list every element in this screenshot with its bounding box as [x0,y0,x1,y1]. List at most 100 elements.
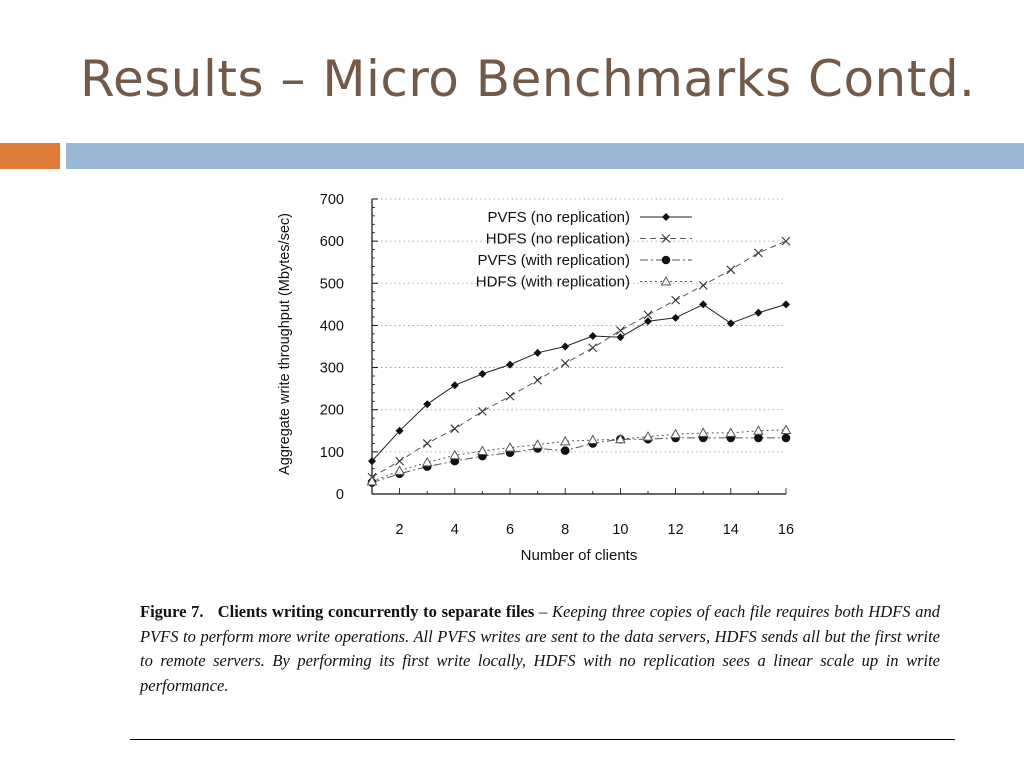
y-tick-label-500: 500 [320,276,344,292]
data-point-hdfs-with-replication-3 [421,456,433,467]
data-point-hdfs-no-replication-5 [478,407,487,416]
legend-marker-hdfs-with-replication [660,275,672,286]
x-tick-label-8: 8 [561,522,569,538]
x-tick-label-6: 6 [506,522,514,538]
data-point-hdfs-with-replication-14 [725,427,737,437]
data-point-pvfs-with-replication-15 [754,433,763,443]
throughput-chart: 0 100 200 300 400 500 600 700 2 4 6 8 10 12 14 16 PVFS … [277,192,794,564]
legend-marker-pvfs-no-replication [662,213,670,221]
legend-item-pvfs-with-replication: PVFS (with replication) [477,252,692,269]
data-point-hdfs-no-replication-15 [754,248,763,258]
y-tick-label-100: 100 [320,445,344,461]
data-point-hdfs-no-replication-14 [726,265,736,275]
caption-figure-title: Clients writing concurrently to separate… [217,602,535,621]
legend-item-pvfs-no-replication: PVFS (no replication) [487,209,692,226]
y-tick-label-200: 200 [320,403,344,419]
data-point-hdfs-with-replication-15 [753,425,764,435]
data-point-hdfs-no-replication-6 [505,391,515,401]
x-tick-label-2: 2 [396,522,404,538]
data-point-hdfs-with-replication-13 [697,427,709,437]
series-line-hdfs-no-replication [371,240,787,478]
figure-caption: Figure 7. Clients writing concurrently t… [140,600,940,698]
data-point-pvfs-no-replication-3 [423,400,432,409]
x-tick-label-4: 4 [451,522,459,538]
data-point-hdfs-no-replication-11 [643,310,653,320]
x-tick-label-14: 14 [723,522,739,538]
bottom-divider [130,739,955,740]
data-point-pvfs-no-replication-16 [782,300,790,309]
series [366,236,792,487]
series-pvfs-no-replication [368,300,790,466]
data-point-hdfs-no-replication-13 [698,281,708,290]
data-point-hdfs-with-replication-6 [504,442,516,452]
data-point-pvfs-no-replication-4 [450,381,459,390]
y-tick-label-400: 400 [320,318,344,334]
legend-marker-pvfs-with-replication [661,255,671,265]
data-point-hdfs-with-replication-11 [642,431,654,441]
legend-item-hdfs-with-replication: HDFS (with replication) [476,274,692,291]
slide-title: Results – Micro Benchmarks Contd. [80,50,976,108]
legend-item-hdfs-no-replication: HDFS (no replication) [486,231,692,248]
data-point-hdfs-with-replication-7 [532,439,543,449]
data-point-hdfs-with-replication-9 [587,434,599,445]
series-line-pvfs-with-replication [371,437,786,484]
data-point-hdfs-no-replication-8 [560,358,570,368]
data-point-hdfs-with-replication-10 [615,433,626,444]
data-point-pvfs-no-replication-5 [478,369,487,378]
legend: PVFS (no replication) HDFS (no replicatio… [476,209,692,291]
data-point-pvfs-no-replication-7 [533,348,542,357]
legend-label-hdfs-with-replication: HDFS (with replication) [476,274,630,291]
series-hdfs-no-replication [367,236,791,482]
legend-label-pvfs-with-replication: PVFS (with replication) [477,252,630,269]
data-point-pvfs-no-replication-8 [561,342,570,351]
data-point-hdfs-with-replication-12 [670,428,681,439]
data-point-hdfs-with-replication-2 [394,465,405,475]
x-tick-label-12: 12 [668,522,684,538]
data-point-pvfs-with-replication-8 [560,446,570,455]
data-point-hdfs-no-replication-7 [533,375,542,385]
data-point-hdfs-with-replication-8 [559,435,571,446]
grid [372,198,786,453]
data-point-pvfs-no-replication-1 [368,457,376,466]
y-tick-label-300: 300 [320,361,344,377]
data-point-hdfs-with-replication-5 [477,445,488,456]
caption-description: Keeping three copies of each file requir… [140,602,940,695]
data-point-hdfs-no-replication-4 [450,424,460,434]
caption-separator: – [534,602,552,621]
data-point-hdfs-no-replication-16 [781,236,791,246]
data-point-hdfs-no-replication-3 [422,439,432,448]
y-axis-title: Aggregate write throughput (Mbytes/sec) [277,213,293,475]
data-point-pvfs-no-replication-11 [644,317,652,326]
data-point-pvfs-no-replication-10 [616,333,625,342]
accent-bar-orange [0,143,60,169]
caption-figure-label: Figure 7. [140,602,204,621]
series-hdfs-with-replication [366,424,792,486]
accent-bar-blue [66,143,1024,169]
legend-label-pvfs-no-replication: PVFS (no replication) [487,209,630,226]
data-point-pvfs-no-replication-15 [754,308,763,317]
data-point-hdfs-no-replication-12 [671,295,680,305]
legend-marker-hdfs-no-replication [661,234,671,243]
data-point-hdfs-no-replication-10 [616,326,625,335]
data-point-pvfs-no-replication-13 [699,300,708,309]
series-pvfs-with-replication [367,433,791,487]
x-axis-title: Number of clients [521,547,638,564]
data-point-hdfs-with-replication-4 [449,449,461,460]
data-point-pvfs-no-replication-2 [395,426,404,435]
y-tick-label-0: 0 [336,487,344,503]
x-tick-label-10: 10 [612,522,628,538]
y-tick-label-600: 600 [320,234,344,250]
data-point-hdfs-with-replication-16 [780,424,792,434]
series-line-pvfs-no-replication [371,303,787,462]
x-tick-label-16: 16 [778,522,794,538]
legend-label-hdfs-no-replication: HDFS (no replication) [486,231,630,248]
y-tick-label-700: 700 [320,192,344,208]
axes: 0 100 200 300 400 500 600 700 2 4 6 8 10 12 14 16 [320,192,794,538]
series-line-hdfs-with-replication [371,429,787,482]
data-point-pvfs-with-replication-16 [781,433,791,443]
data-point-pvfs-no-replication-14 [726,319,735,328]
data-point-pvfs-no-replication-6 [506,360,514,369]
data-point-hdfs-no-replication-2 [395,456,404,466]
data-point-hdfs-with-replication-1 [366,475,378,486]
data-point-pvfs-no-replication-12 [671,313,680,322]
